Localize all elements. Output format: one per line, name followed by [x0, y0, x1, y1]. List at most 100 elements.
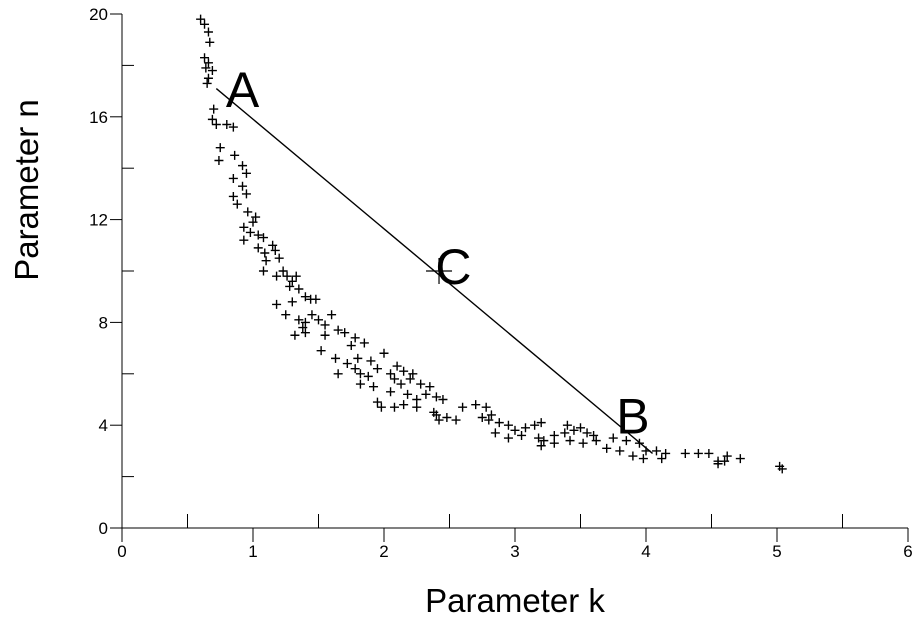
data-point	[333, 325, 343, 335]
data-points	[196, 14, 787, 474]
data-point	[203, 58, 213, 68]
data-point	[396, 379, 406, 389]
data-point	[735, 454, 745, 464]
x-tick-label: 6	[903, 542, 912, 561]
data-point	[451, 415, 461, 425]
data-point	[412, 395, 422, 404]
data-point	[621, 436, 631, 446]
data-point	[350, 364, 360, 374]
data-point	[582, 428, 592, 438]
data-point	[481, 402, 491, 412]
data-point	[471, 400, 481, 410]
data-point	[565, 436, 575, 446]
data-point	[215, 143, 225, 153]
data-point	[350, 333, 360, 343]
y-ticks	[110, 13, 134, 529]
x-tick-labels: 0 1 2 3 4 5 6	[117, 542, 912, 561]
data-point	[777, 464, 787, 474]
data-point	[431, 410, 441, 420]
data-point	[320, 330, 330, 340]
data-point	[576, 423, 585, 433]
y-tick-label: 4	[99, 416, 108, 435]
data-point	[562, 420, 572, 430]
data-point	[421, 389, 431, 399]
data-point	[232, 199, 242, 209]
data-point	[549, 430, 559, 440]
annotation-overlay: A C B	[215, 62, 653, 455]
data-point	[389, 402, 399, 412]
y-tick-label: 16	[89, 108, 108, 127]
data-point	[520, 423, 530, 433]
data-point	[431, 392, 441, 402]
data-point	[355, 369, 365, 379]
data-point	[258, 233, 268, 243]
data-point	[214, 155, 224, 165]
data-point	[200, 19, 210, 29]
data-point	[211, 120, 221, 130]
data-point	[680, 448, 690, 458]
data-point	[484, 415, 494, 425]
data-point	[608, 433, 618, 443]
point-c-marker	[426, 258, 453, 284]
data-point	[399, 366, 409, 376]
data-point	[294, 284, 304, 294]
data-point	[228, 173, 238, 183]
data-point	[209, 104, 219, 114]
data-point	[287, 297, 297, 307]
data-point	[369, 382, 379, 392]
data-point	[222, 120, 232, 130]
data-point	[539, 436, 549, 446]
data-point	[651, 446, 661, 456]
data-point	[399, 400, 409, 410]
data-point	[363, 371, 373, 381]
x-tick-label: 5	[772, 542, 781, 561]
annotation-c: C	[435, 239, 471, 295]
data-point	[661, 448, 671, 458]
data-point	[530, 420, 540, 430]
data-point	[287, 276, 297, 286]
x-tick-label: 2	[379, 542, 388, 561]
x-axis-title: Parameter k	[425, 582, 605, 619]
x-tick-label: 0	[117, 542, 126, 561]
data-point	[376, 402, 386, 412]
data-point	[549, 438, 559, 448]
data-point	[261, 256, 271, 266]
data-point	[268, 240, 278, 250]
data-point	[272, 299, 282, 309]
data-point	[657, 454, 667, 464]
data-point	[207, 114, 217, 124]
data-point	[534, 433, 544, 443]
data-point	[260, 248, 270, 258]
data-point	[510, 425, 520, 435]
data-point	[238, 161, 248, 171]
data-point	[372, 364, 382, 374]
data-point	[300, 317, 310, 327]
data-point	[203, 27, 213, 37]
data-point	[386, 369, 396, 379]
data-point	[251, 212, 261, 222]
data-point	[405, 374, 415, 384]
data-point	[477, 412, 487, 422]
data-point	[201, 63, 211, 73]
data-point	[408, 369, 418, 379]
data-point	[239, 222, 249, 232]
data-point	[228, 191, 238, 201]
data-point	[638, 454, 648, 464]
data-point	[202, 78, 212, 88]
data-point	[517, 430, 527, 440]
data-point	[403, 389, 413, 399]
data-point	[704, 448, 714, 458]
data-point	[536, 418, 546, 428]
data-point	[241, 189, 251, 199]
data-point	[241, 168, 251, 178]
data-point	[331, 353, 341, 363]
data-point	[353, 353, 363, 363]
data-point	[442, 412, 452, 422]
data-point	[569, 425, 579, 435]
data-point	[282, 271, 292, 281]
data-point	[278, 266, 288, 276]
data-point	[243, 207, 253, 217]
data-point	[200, 53, 210, 63]
data-point	[438, 395, 448, 404]
